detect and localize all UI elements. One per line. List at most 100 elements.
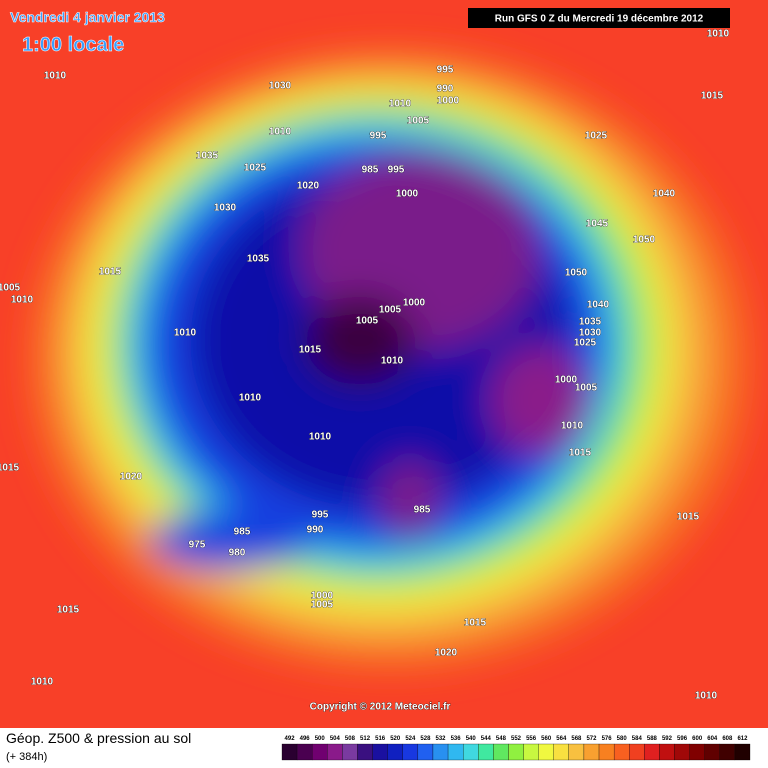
legend-tick-label: 504 [330,736,341,742]
isobar-label: 1040 [587,300,610,311]
isobar-label: 1030 [269,81,292,92]
isobar-label: 1010 [695,691,718,702]
isobar-label: 1020 [435,648,458,659]
isobar-label: 1020 [297,181,320,192]
isobar-label: 1015 [464,618,487,629]
legend-swatch [613,743,630,761]
legend-swatch [493,743,509,761]
legend-swatch [327,743,343,761]
legend-tick-label: 536 [451,736,462,742]
legend-swatch [629,743,645,761]
isobar-label: 1015 [0,463,20,474]
run-label: Run GFS 0 Z du Mercredi 19 décembre 2012 [495,14,704,25]
isobar-label: 1005 [379,305,402,316]
legend-tick-label: 524 [405,736,416,742]
isobar-label: 1025 [574,338,597,349]
legend-swatch [342,743,358,761]
legend-tick-label: 512 [360,736,371,742]
isobar-label: 1035 [196,151,219,162]
isobar-label: 1010 [174,328,197,339]
isobar-label: 1015 [99,267,122,278]
isobar-label: 1010 [389,99,412,110]
legend-tick-label: 556 [526,736,537,742]
legend-tick-label: 548 [496,736,507,742]
isobar-label: 1020 [120,472,143,483]
isobar-label: 1005 [0,283,21,294]
legend-swatch [583,743,600,761]
legend-swatch [478,743,494,761]
legend-swatch [674,743,690,761]
legend-tick-label: 612 [737,736,748,742]
isobar-label: 1000 [437,96,460,107]
isobar-label: 1030 [579,328,602,339]
legend-swatch [281,743,298,761]
legend-tick-label: 576 [602,736,613,742]
isobar-label: 975 [189,540,206,551]
legend-swatch [312,743,328,761]
isobar-label: 985 [234,527,251,538]
isobar-label: 1005 [575,383,598,394]
legend-swatch [296,743,313,761]
isobar-label: 1035 [247,254,270,265]
legend-tick-label: 544 [481,736,492,742]
isobar-label: 1010 [44,71,67,82]
isobar-label: 1010 [239,393,262,404]
legend-tick-label: 564 [556,736,567,742]
isobar-label: 1010 [309,432,332,443]
legend-tick-label: 572 [586,736,597,742]
isobar-label: 1010 [31,677,54,688]
isobar-label: 1035 [579,317,602,328]
legend-tick-label: 516 [375,736,386,742]
legend-swatch [523,743,539,761]
isobar-label: 1015 [569,448,592,459]
run-box [468,8,730,28]
legend-swatch [659,743,675,761]
legend-tick-label: 552 [511,736,522,742]
isobar-label: 995 [312,510,329,521]
legend-swatch [689,743,705,761]
isobar-label: 1000 [311,591,334,602]
isobar-label: 995 [437,65,454,76]
isobar-label: 1015 [57,605,80,616]
legend-tick-label: 540 [466,736,477,742]
legend-tick-label: 520 [390,736,401,742]
legend-tick-label: 568 [571,736,582,742]
legend-tick-label: 592 [662,736,673,742]
legend-swatch [734,743,751,761]
legend-tick-label: 508 [345,736,356,742]
isobar-label: 985 [414,505,431,516]
legend-swatch [372,743,388,761]
legend-swatch [553,743,569,761]
legend-swatch [719,743,736,761]
legend-tick-label: 588 [647,736,658,742]
legend-tick-label: 604 [707,736,718,742]
legend-swatch [432,743,449,761]
isobar-label: 995 [370,131,387,142]
isobar-label: 1050 [565,268,588,279]
isobar-label: 1010 [381,356,404,367]
copyright: Copyright © 2012 Meteociel.fr [310,702,451,713]
isobar-label: 1010 [707,29,730,40]
isobar-label: 1040 [653,189,676,200]
isobar-label: 990 [437,84,454,95]
local-time: 1:00 locale [22,34,124,56]
isobar-label: 1050 [633,235,656,246]
isobar-label: 1015 [299,345,322,356]
legend-swatch [644,743,660,761]
legend-tick-label: 492 [285,736,296,742]
legend-tick-label: 596 [677,736,688,742]
isobar-label: 1030 [214,203,237,214]
isobar-label: 1000 [403,298,426,309]
isobar-label: 1010 [561,421,584,432]
isobar-label: 1025 [585,131,608,142]
isobar-label: 985 [362,165,379,176]
valid-date: Vendredi 4 janvier 2013 [10,9,165,25]
legend-swatch [538,743,554,761]
footer-title: Géop. Z500 & pression au sol [6,730,191,746]
legend-swatch [704,743,720,761]
isobar-label: 1005 [311,600,334,611]
legend-tick-label: 528 [420,736,431,742]
legend-tick-label: 580 [617,736,628,742]
